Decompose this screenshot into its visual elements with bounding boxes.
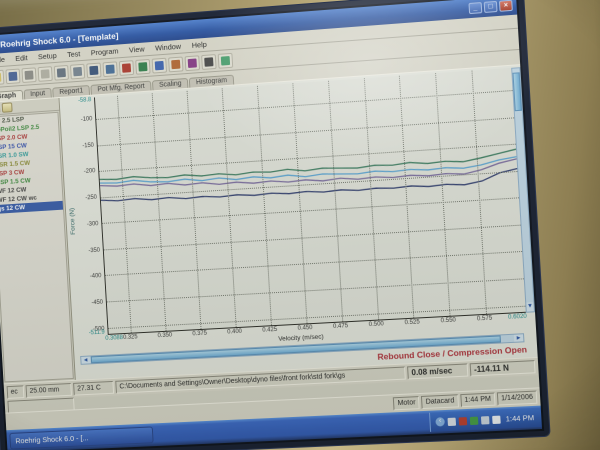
- taskbar-app-button[interactable]: Roehrig Shock 6.0 - [...: [9, 426, 154, 450]
- menu-item-setup[interactable]: Setup: [37, 51, 57, 62]
- play-icon[interactable]: [135, 58, 151, 75]
- x-tick-label: 0.6020: [507, 313, 528, 321]
- menu-item-help[interactable]: Help: [191, 39, 208, 50]
- open-icon-glyph: [0, 72, 2, 82]
- menu-item-window[interactable]: Window: [154, 41, 182, 53]
- print-icon[interactable]: [21, 66, 37, 83]
- chart-icon[interactable]: [201, 53, 217, 70]
- menu-item-file[interactable]: File: [0, 54, 6, 65]
- scroll-right-icon[interactable]: ►: [513, 334, 524, 342]
- status-cell: 25.00 mm: [25, 383, 72, 398]
- menu-item-view[interactable]: View: [128, 44, 145, 55]
- y-tick-label: -400: [89, 273, 102, 280]
- y-tick-label: -450: [91, 299, 104, 307]
- menu-item-test[interactable]: Test: [66, 49, 81, 60]
- chart-panel: Force (N) -58.8 -100 -150 -200 -250 -300 -350-…: [59, 65, 538, 380]
- record-icon[interactable]: [118, 59, 135, 76]
- x-tick-label: 0.375: [192, 330, 208, 338]
- x-tick-label: 0.350: [157, 332, 173, 340]
- overlay-icon[interactable]: [151, 57, 167, 74]
- grid-icon-glyph: [220, 55, 231, 66]
- x-tick-label: 0.425: [262, 326, 278, 334]
- scroll-down-icon[interactable]: ▼: [526, 302, 534, 312]
- status-cell: 27.31 C: [73, 380, 115, 396]
- refresh-icon[interactable]: [1, 102, 13, 113]
- copy-icon[interactable]: [69, 63, 86, 79]
- open-icon[interactable]: [0, 69, 5, 85]
- status-cell-1-14-2006: 1/14/2006: [496, 390, 538, 406]
- x-tick-label: 0.525: [404, 319, 420, 327]
- y-tick-label: -350: [88, 247, 101, 254]
- scroll-left-icon[interactable]: ◄: [81, 356, 91, 364]
- y-tick-label: -150: [82, 142, 95, 150]
- antivirus-icon[interactable]: [458, 416, 468, 426]
- y-tick-label: -58.8: [77, 97, 92, 104]
- y-tick-label: -100: [80, 116, 93, 123]
- save-icon[interactable]: [5, 68, 21, 84]
- status-cell-motor: Motor: [393, 396, 421, 411]
- app-window: Roehrig Shock 6.0 - [Template] _ □ × Fil…: [0, 0, 543, 450]
- cut-icon-glyph: [56, 67, 66, 78]
- x-tick-label: 0.500: [368, 321, 385, 329]
- save-icon-glyph: [8, 71, 18, 81]
- x-tick-label: 0.450: [297, 325, 313, 332]
- maximize-button[interactable]: □: [483, 0, 498, 13]
- zoom-in-icon-glyph: [89, 65, 99, 75]
- x-tick-label: 0.325: [122, 334, 138, 341]
- zoom-out-icon-glyph: [105, 64, 115, 74]
- minimize-button[interactable]: _: [468, 2, 483, 15]
- crosshair-icon-glyph: [187, 57, 197, 68]
- status-cell: -114.11 N: [469, 360, 536, 377]
- x-tick-label: 0.550: [440, 317, 457, 325]
- x-tick-label: 0.475: [332, 323, 349, 330]
- vertical-scrollbar-thumb[interactable]: [512, 72, 522, 112]
- chart-main: Force (N) -58.8 -100 -150 -200 -250 -300 -350-…: [60, 67, 536, 337]
- y-tick-label: -511.9: [88, 329, 105, 337]
- zoom-out-icon[interactable]: [102, 60, 118, 77]
- menu-item-program[interactable]: Program: [90, 46, 119, 58]
- x-tick-label: 0.3088: [105, 335, 124, 342]
- export-icon[interactable]: [37, 65, 53, 82]
- tray-icons: [447, 415, 501, 426]
- record-icon-glyph: [121, 62, 132, 73]
- zoom-in-icon[interactable]: [86, 62, 102, 78]
- status-cell: 0.08 m/sec: [407, 363, 469, 380]
- y-tick-label: -250: [85, 194, 98, 202]
- dual-monitor-icon[interactable]: [480, 415, 490, 425]
- menu-item-edit[interactable]: Edit: [15, 53, 28, 63]
- update-shield-icon[interactable]: [469, 416, 479, 425]
- overlay-icon-glyph: [154, 60, 164, 70]
- chart-icon-glyph: [204, 56, 214, 67]
- collapse-chevron-icon[interactable]: ‹: [435, 417, 446, 427]
- print-icon-glyph: [24, 69, 34, 80]
- crosshair-icon[interactable]: [184, 54, 201, 71]
- taskbar-clock: 1:44 PM: [505, 413, 535, 424]
- plot-area[interactable]: [93, 67, 526, 335]
- x-tick-label: 0.400: [227, 328, 243, 336]
- curve-icon-glyph: [171, 59, 181, 69]
- cut-icon[interactable]: [53, 64, 69, 81]
- status-cell-1-44-pm: 1:44 PM: [460, 392, 496, 408]
- monitor-screen: Roehrig Shock 6.0 - [Template] _ □ × Fil…: [0, 0, 550, 450]
- status-cell: ec: [6, 385, 25, 399]
- close-button[interactable]: ×: [498, 0, 513, 12]
- play-icon-glyph: [138, 61, 148, 72]
- display-icon[interactable]: [447, 417, 457, 426]
- grid-icon[interactable]: [217, 52, 234, 69]
- wireless-icon[interactable]: [492, 415, 501, 424]
- copy-icon-glyph: [73, 66, 83, 76]
- export-icon-glyph: [40, 68, 50, 79]
- system-tray: ‹ 1:44 PM: [429, 407, 542, 432]
- curve-icon[interactable]: [168, 56, 184, 72]
- y-tick-label: -200: [83, 168, 96, 176]
- status-cell-datacard: Datacard: [421, 394, 459, 410]
- x-tick-label: 0.575: [476, 315, 493, 323]
- y-tick-label: -300: [86, 221, 99, 228]
